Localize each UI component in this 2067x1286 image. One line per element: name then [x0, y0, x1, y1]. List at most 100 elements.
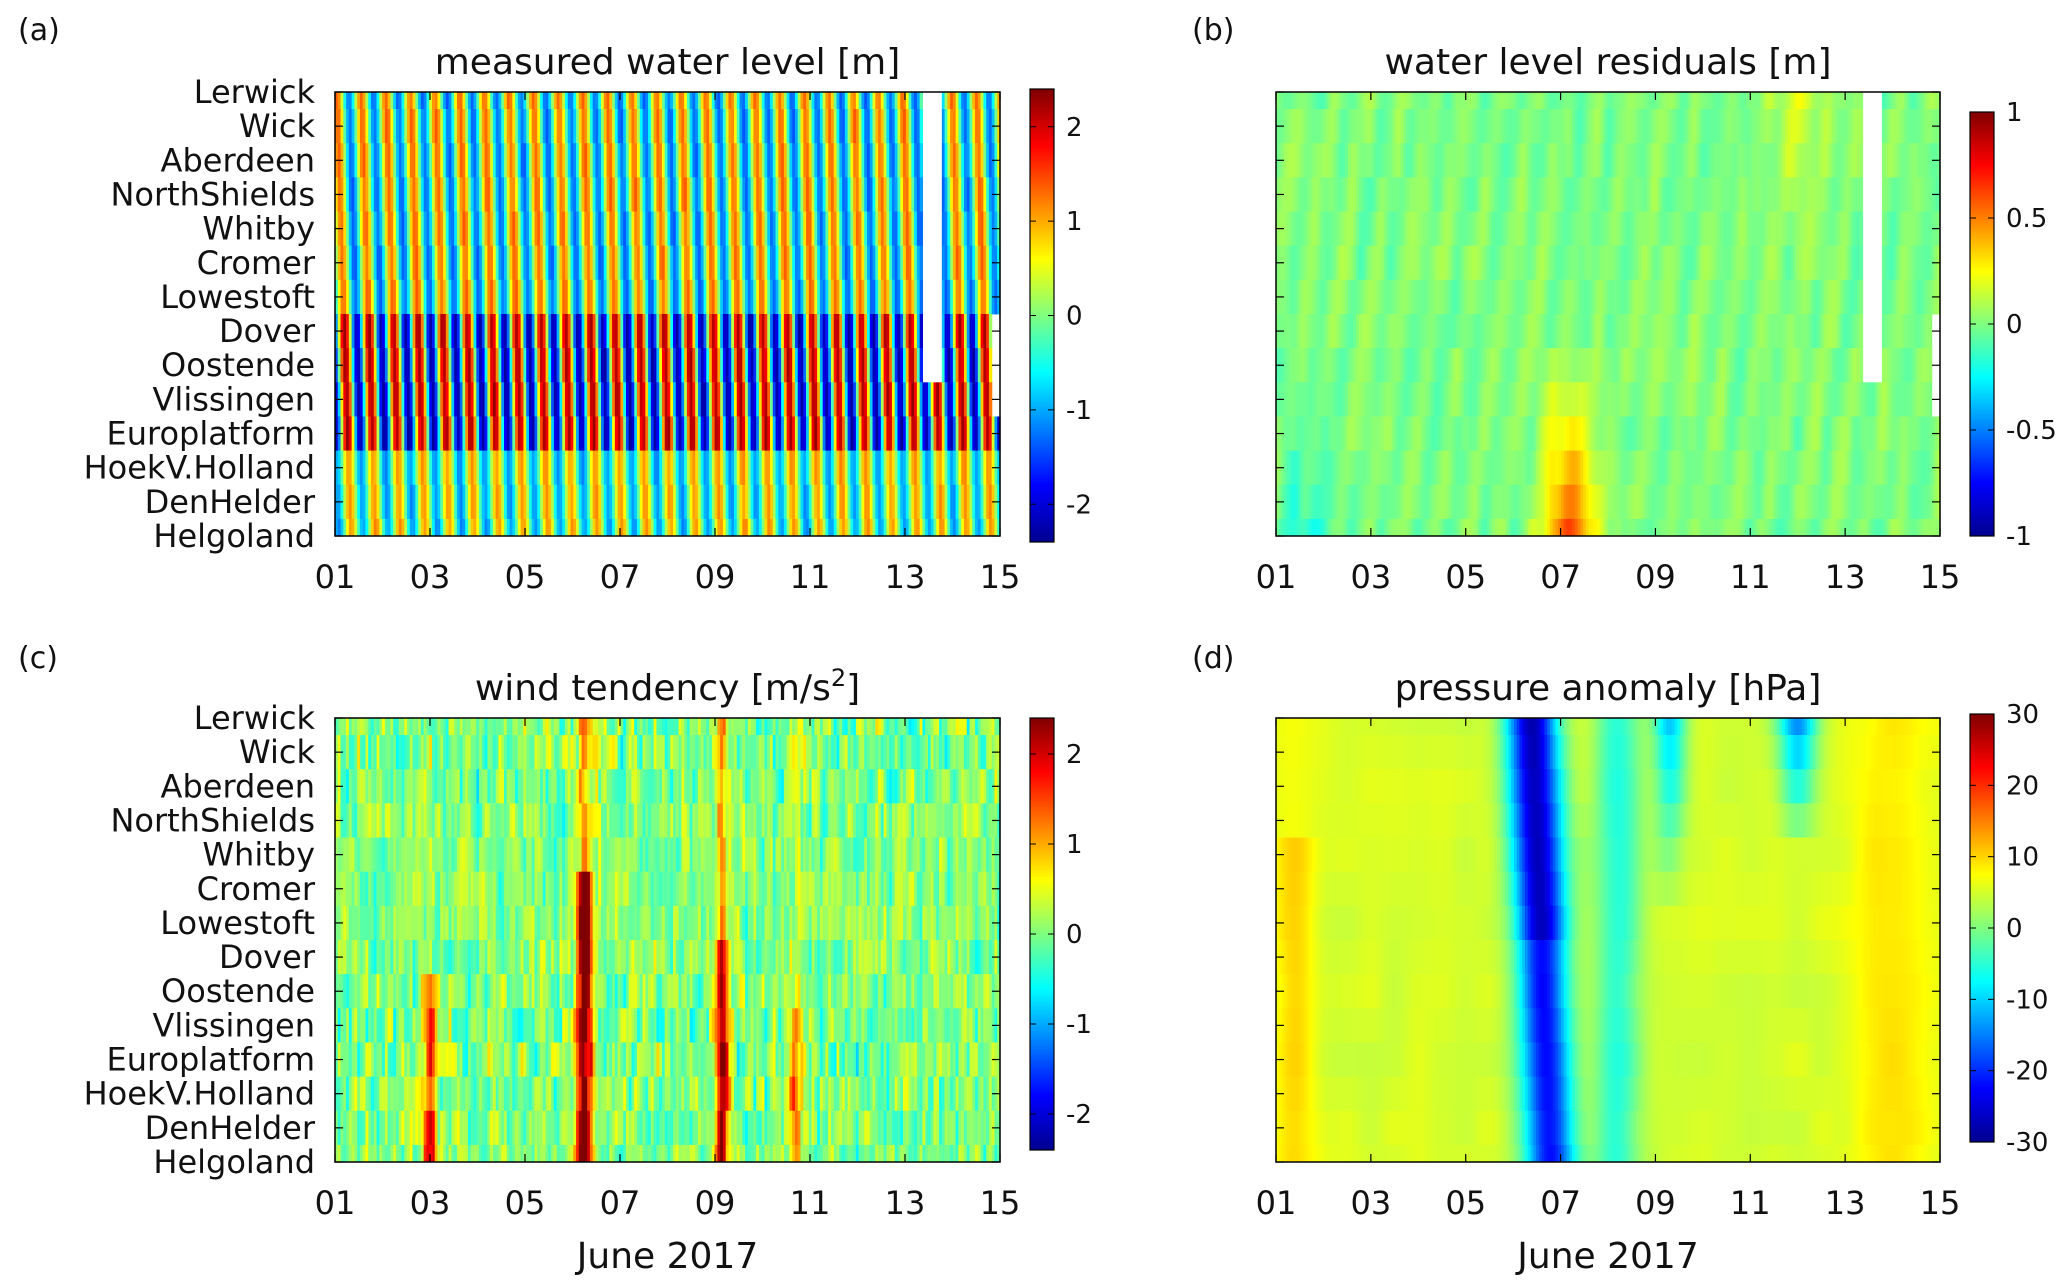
heatmap-cell: [501, 450, 505, 486]
heatmap-cell: [778, 416, 782, 452]
heatmap-cell: [454, 245, 458, 281]
heatmap-cell: [506, 177, 511, 212]
heatmap-cell: [670, 211, 674, 247]
heatmap-cell: [889, 177, 893, 212]
heatmap-cell: [515, 518, 519, 537]
heatmap-cell: [639, 109, 644, 144]
heatmap-cell: [382, 382, 386, 417]
heatmap-cell: [431, 143, 436, 178]
heatmap-cell: [395, 92, 400, 110]
heatmap-cell: [576, 518, 580, 537]
heatmap-cell: [983, 177, 987, 212]
heatmap-cell: [800, 314, 804, 349]
heatmap-cell: [570, 484, 574, 520]
heatmap-cell: [1392, 92, 1396, 110]
heatmap-cell: [351, 416, 355, 452]
heatmap-cell: [772, 92, 777, 110]
heatmap-cell: [872, 518, 876, 537]
heatmap-cell: [930, 416, 935, 452]
heatmap-cell: [1807, 109, 1811, 144]
heatmap-cell: [775, 211, 779, 247]
heatmap-cell: [839, 382, 843, 417]
heatmap-cell: [362, 177, 367, 212]
heatmap-cell: [523, 143, 527, 178]
heatmap-cell: [891, 279, 896, 315]
heatmap-cell: [623, 382, 627, 417]
heatmap-cell: [836, 279, 840, 315]
heatmap-cell: [891, 382, 896, 417]
heatmap-cell: [720, 109, 724, 144]
heatmap-cell: [365, 518, 369, 537]
heatmap-cell: [1892, 109, 1897, 144]
heatmap-cell: [689, 279, 694, 315]
heatmap-cell: [376, 109, 380, 144]
heatmap-cell: [659, 314, 663, 349]
heatmap-cell: [462, 416, 466, 452]
heatmap-cell: [670, 314, 674, 349]
heatmap-cell: [1594, 109, 1598, 144]
heatmap-cell: [498, 211, 502, 247]
heatmap-cell: [484, 348, 488, 383]
heatmap-cell: [883, 416, 887, 452]
heatmap-cell: [564, 92, 569, 110]
heatmap-cell: [819, 416, 824, 452]
heatmap-cell: [661, 245, 666, 281]
heatmap-cell: [830, 279, 835, 315]
heatmap-cell: [814, 348, 818, 383]
heatmap-cell: [1776, 92, 1781, 110]
heatmap-cell: [523, 245, 527, 281]
y-tick-label: Aberdeen: [161, 141, 315, 179]
heatmap-cell: [725, 177, 730, 212]
heatmap-cell: [395, 484, 400, 520]
heatmap-cell: [709, 484, 713, 520]
heatmap-cell: [903, 177, 907, 212]
heatmap-cell: [872, 245, 876, 281]
heatmap-cell: [468, 92, 472, 110]
heatmap-cell: [490, 211, 494, 247]
heatmap-cell: [470, 416, 475, 452]
heatmap-cell: [645, 348, 649, 383]
heatmap-cell: [709, 518, 713, 537]
heatmap-cell: [637, 109, 641, 144]
heatmap-cell: [454, 382, 458, 417]
heatmap-cell: [703, 245, 707, 281]
heatmap-cell: [836, 416, 840, 452]
heatmap-cell: [811, 416, 815, 452]
heatmap-cell: [598, 348, 602, 383]
heatmap-cell: [908, 245, 912, 281]
heatmap-cell: [426, 143, 430, 178]
heatmap-cell: [684, 109, 688, 144]
heatmap-cell: [587, 518, 591, 537]
heatmap-cell: [758, 450, 763, 486]
heatmap-cell: [465, 279, 469, 315]
heatmap-cell: [548, 143, 552, 178]
heatmap-cell: [384, 382, 389, 417]
heatmap-cell: [819, 450, 824, 486]
heatmap-cell: [941, 92, 946, 110]
heatmap-cell: [905, 92, 910, 110]
heatmap-cell: [747, 382, 752, 417]
heatmap-cell: [720, 143, 724, 178]
heatmap-cell: [764, 109, 768, 144]
heatmap-cell: [836, 92, 840, 110]
heatmap-cell: [700, 177, 705, 212]
heatmap-cell: [343, 245, 347, 281]
heatmap-cell: [1522, 92, 1526, 110]
heatmap-cell: [473, 348, 477, 383]
heatmap-cell: [587, 245, 591, 281]
heatmap-cell: [371, 211, 375, 247]
heatmap-cell: [969, 382, 973, 417]
heatmap-cell: [623, 450, 627, 486]
heatmap-cell: [634, 348, 638, 383]
heatmap-cell: [639, 143, 644, 178]
heatmap-cell: [418, 92, 422, 110]
heatmap-cell: [440, 279, 444, 315]
heatmap-cell: [722, 416, 727, 452]
heatmap-cell: [570, 450, 574, 486]
heatmap-cell: [1480, 92, 1485, 110]
heatmap-cell: [889, 211, 893, 247]
heatmap-cell: [487, 109, 491, 144]
heatmap-cell: [850, 518, 854, 537]
heatmap-cell: [778, 348, 782, 383]
heatmap-cell: [944, 211, 948, 247]
